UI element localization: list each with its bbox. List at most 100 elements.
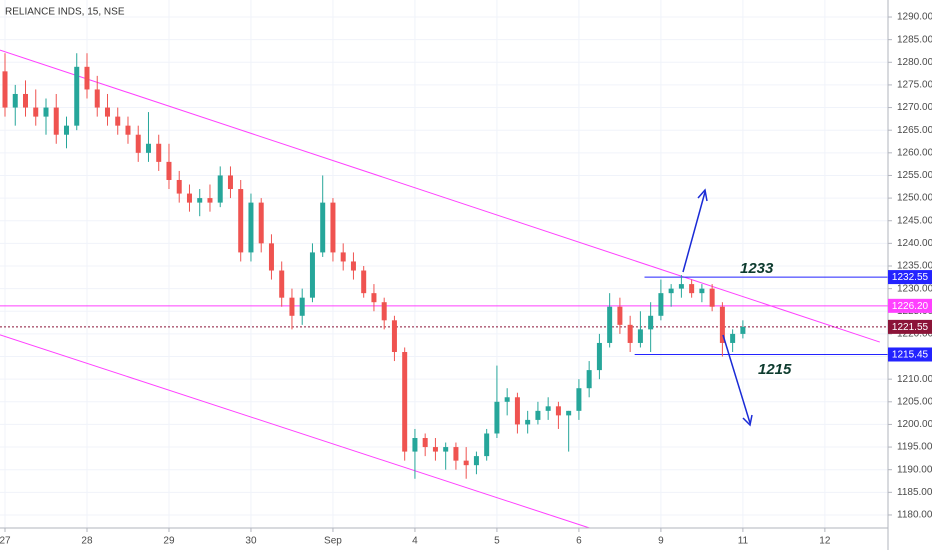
trend-line (0, 49, 880, 343)
price-label-bg (888, 298, 932, 313)
x-tick-label: 4 (412, 536, 418, 547)
y-tick-label: 1265.00 (897, 125, 932, 136)
candle-body (627, 324, 633, 343)
x-tick-label: 11 (738, 536, 749, 547)
candle-body (248, 202, 254, 253)
candle-body (227, 175, 233, 190)
price-label-bg (888, 347, 932, 362)
price-label-bg (888, 319, 932, 334)
candle-body (494, 401, 500, 434)
x-tick-label: 30 (245, 536, 257, 547)
candle-body (412, 438, 418, 452)
candle-body (381, 302, 387, 321)
candle-body (299, 297, 305, 316)
candle-body (699, 288, 705, 294)
candle-body (166, 161, 172, 180)
candle-body (340, 252, 346, 262)
y-tick-label: 1190.00 (897, 464, 932, 475)
x-tick-label: 12 (819, 536, 831, 547)
candle-body (535, 410, 541, 420)
arrow-up (682, 191, 706, 273)
candle-body (320, 202, 326, 253)
candle-body (463, 460, 469, 466)
y-tick-label: 1205.00 (897, 396, 932, 407)
trend-line (0, 334, 590, 529)
candle-body (740, 326, 746, 334)
candle-body (268, 243, 274, 271)
price-label: 1226.20 (892, 301, 929, 312)
candle-body (309, 252, 315, 298)
candle-body (678, 284, 684, 289)
candle-body (217, 175, 223, 203)
y-tick-label: 1280.00 (897, 57, 932, 68)
y-tick-label: 1260.00 (897, 147, 932, 158)
candle-body (350, 261, 356, 271)
candle-body (135, 134, 141, 153)
candle-body (525, 419, 531, 425)
annotation: 1233 (740, 260, 774, 277)
chart-title: RELIANCE INDS, 15, NSE (5, 7, 125, 18)
candle-body (156, 143, 162, 162)
candle-body (566, 410, 572, 416)
candle-body (74, 66, 80, 126)
y-tick-label: 1285.00 (897, 34, 932, 45)
candle-body (504, 397, 510, 402)
price-label-bg (888, 270, 932, 285)
candle-body (402, 352, 408, 452)
candle-body (391, 320, 397, 352)
candle-body (186, 193, 192, 203)
candle-body (607, 306, 613, 343)
candle-body (709, 288, 715, 307)
candle-body (361, 270, 367, 294)
candle-body (730, 333, 736, 343)
x-tick-label: 6 (576, 536, 582, 547)
y-tick-label: 1255.00 (897, 170, 932, 181)
y-tick-label: 1220.00 (897, 329, 932, 340)
candle-body (617, 306, 623, 325)
price-label: 1215.45 (892, 350, 929, 361)
candle-body (432, 447, 438, 452)
candle-body (84, 66, 90, 90)
candle-body (2, 71, 8, 108)
y-tick-label: 1240.00 (897, 238, 932, 249)
candle-body (145, 143, 151, 153)
candle-body (94, 89, 100, 108)
arrow-head (697, 188, 708, 202)
y-tick-label: 1290.00 (897, 12, 932, 23)
y-tick-label: 1195.00 (897, 442, 932, 453)
price-label: 1232.55 (892, 272, 929, 283)
candle-body (33, 107, 39, 117)
candle-body (555, 406, 561, 416)
candle-body (115, 116, 121, 126)
candle-body (238, 189, 244, 253)
price-label: 1221.55 (892, 322, 929, 333)
y-tick-label: 1185.00 (897, 487, 932, 498)
y-tick-label: 1235.00 (897, 261, 932, 272)
arrow-down (722, 334, 751, 424)
candle-body (422, 438, 428, 448)
candle-body (637, 329, 643, 343)
candle-body (12, 93, 18, 108)
x-tick-label: 5 (494, 536, 500, 547)
candle-body (484, 433, 490, 457)
y-tick-label: 1245.00 (897, 215, 932, 226)
x-tick-label: 9 (658, 536, 664, 547)
candle-body (473, 456, 479, 466)
candle-body (207, 198, 213, 203)
arrows (682, 188, 753, 427)
candle-body (176, 179, 182, 194)
candle-body (545, 406, 551, 411)
arrow-head (742, 414, 753, 427)
candle-body (330, 202, 336, 253)
candle-body (453, 447, 459, 461)
candle-body (279, 270, 285, 298)
candle-body (371, 293, 377, 303)
candle-body (443, 447, 449, 452)
candle-body (668, 288, 674, 294)
candle-body (104, 107, 110, 117)
candle-body (22, 93, 28, 108)
x-tick-label: Sep (324, 536, 342, 547)
x-tick-label: 29 (163, 536, 175, 547)
candle-body (658, 293, 664, 316)
